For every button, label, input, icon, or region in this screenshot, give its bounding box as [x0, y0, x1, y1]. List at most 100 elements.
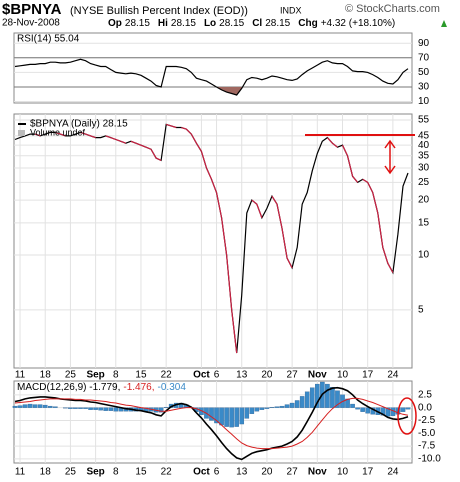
x-tick-label: 17 [362, 370, 374, 381]
histogram-bar [400, 407, 406, 412]
histogram-bar [27, 403, 33, 408]
quote-value: 28.15 [219, 18, 244, 29]
down-segment [120, 140, 127, 144]
y-tick-label: 0.0 [418, 402, 432, 413]
histogram-bar [380, 407, 386, 416]
legend-label: -1.476, [123, 382, 154, 393]
histogram-bar [78, 407, 83, 409]
histogram-bar [249, 407, 255, 414]
down-segment [90, 135, 96, 139]
histogram-bar [294, 400, 300, 408]
y-tick-label: 45 [418, 130, 430, 141]
y-tick-label: 10 [418, 250, 430, 261]
y-tick-label: 2.5 [418, 389, 432, 400]
legend-label: -0.304 [158, 382, 187, 393]
histogram-bar [42, 404, 48, 408]
x-tick-label: 25 [65, 370, 77, 381]
down-segment [382, 247, 389, 264]
histogram-bar [360, 407, 365, 412]
y-tick-label: -7.5 [418, 441, 436, 452]
down-segment [251, 199, 258, 205]
quote-value: +4.32 (+18.10%) [321, 18, 396, 29]
down-segment [115, 138, 122, 142]
histogram-bar [17, 405, 23, 408]
down-segment [341, 144, 349, 157]
histogram-bar [335, 390, 340, 408]
x-tick-label: Oct [193, 467, 210, 478]
panel-frame [13, 113, 413, 369]
down-segment [195, 142, 202, 152]
histogram-bar [259, 407, 265, 410]
down-segment [326, 137, 333, 144]
x-tick-label: Nov [308, 370, 327, 381]
down-segment [155, 157, 162, 161]
panel-frame [13, 380, 413, 464]
quote-label: Cl [252, 18, 262, 29]
down-segment [276, 204, 283, 229]
x-tick-label: 18 [40, 370, 52, 381]
quote-value: 28.15 [125, 18, 150, 29]
down-segment [372, 192, 379, 214]
histogram-bar [209, 407, 214, 421]
y-tick-label: 50 [418, 67, 430, 78]
y-tick-label: -10.0 [418, 454, 441, 465]
histogram-bar [214, 407, 219, 424]
down-segment [231, 309, 238, 354]
x-tick-label: 13 [236, 370, 248, 381]
macd-line [14, 386, 409, 461]
quote-label: Op [108, 18, 122, 29]
histogram-bar [299, 396, 305, 408]
down-segment [352, 175, 359, 183]
histogram-bar [229, 407, 234, 428]
x-tick-label: 24 [387, 467, 399, 478]
x-tick-label: 20 [261, 370, 273, 381]
x-tick-label: Sep [86, 467, 104, 478]
histogram-bar [68, 407, 73, 409]
histogram-bar [73, 407, 78, 409]
x-tick-label: 18 [40, 467, 52, 478]
histogram-bar [63, 407, 68, 409]
macd-line [14, 397, 409, 450]
legend-label: $BPNYA (Daily) 28.15 [30, 119, 128, 130]
down-segment [200, 151, 208, 169]
down-segment [135, 142, 142, 146]
y-tick-label: 70 [418, 52, 430, 63]
quote-line: Op 28.15 Hi 28.15 Lo 28.15 Cl 28.15 Chg +4.32 (+1… [108, 18, 395, 29]
y-tick-label: 30 [418, 82, 430, 93]
legend-label: MACD(12,26,9) -1.779, [17, 382, 120, 393]
histogram-bar [32, 404, 38, 408]
down-segment [165, 123, 172, 127]
down-segment [140, 144, 147, 148]
quote-label: Lo [204, 18, 216, 29]
histogram-bar [53, 406, 58, 408]
histogram-bar [355, 407, 360, 410]
index-name: (NYSE Bullish Percent Index (EOD)) [70, 5, 248, 17]
x-tick-label: 15 [135, 370, 147, 381]
down-segment [256, 203, 263, 218]
down-segment [34, 133, 41, 137]
down-segment [367, 182, 374, 193]
down-segment [210, 179, 218, 193]
histogram-bar [163, 406, 169, 408]
annotation-arrow-head [384, 139, 396, 149]
histogram-bar [239, 407, 245, 425]
down-segment [185, 128, 192, 135]
panel-frame [13, 32, 413, 104]
down-segment [55, 131, 61, 135]
x-tick-label: 27 [287, 467, 299, 478]
y-tick-label: 10 [418, 96, 430, 107]
x-tick-label: Sep [86, 370, 104, 381]
panels: 90 70 50 30 10 RSI(14) 55.04 11 18 25 Sep 8 15 22 Oct… [12, 32, 441, 478]
panel-title: RSI(14) 55.04 [17, 34, 80, 45]
annotation-circle [397, 397, 417, 435]
down-segment [332, 142, 338, 148]
x-tick-label: 22 [161, 370, 173, 381]
x-tick-label: 8 [113, 467, 119, 478]
x-tick-label: 20 [261, 467, 273, 478]
down-segment [281, 228, 288, 259]
histogram-bar [365, 407, 370, 414]
histogram-bar [108, 407, 114, 411]
histogram-bar [22, 404, 28, 408]
histogram-bar [93, 407, 98, 410]
